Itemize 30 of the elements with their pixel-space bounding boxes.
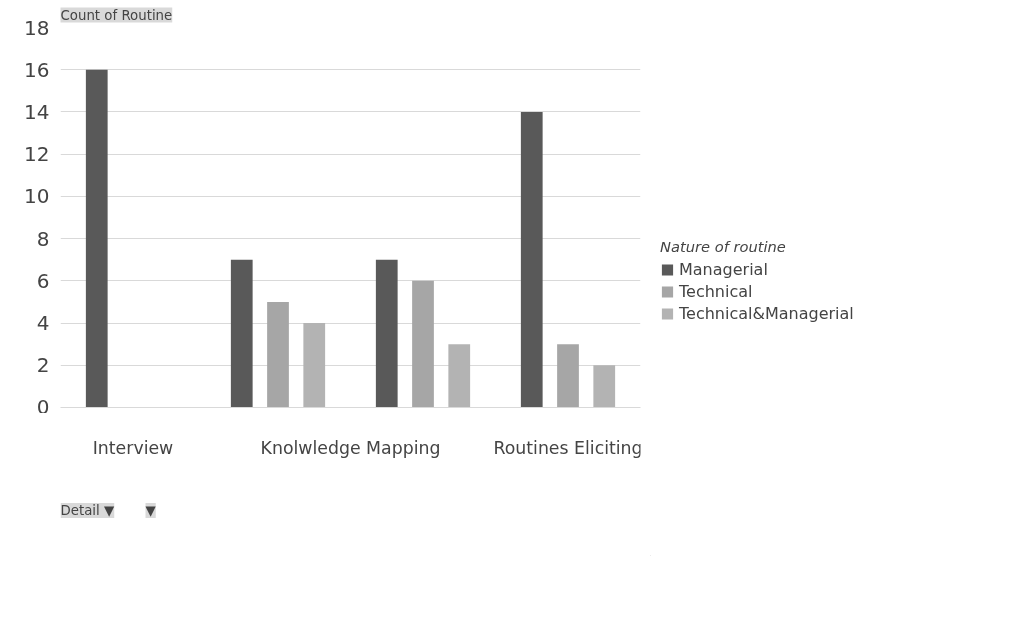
bar <box>230 259 253 408</box>
legend-label: Technical&Managerial <box>679 303 854 323</box>
bar <box>448 344 471 408</box>
y-axis-title: Count of Routine <box>60 7 173 23</box>
text: Routines Eliciting <box>493 437 643 458</box>
y-tick-label: 18 <box>24 15 50 40</box>
bar <box>375 259 398 408</box>
bar <box>557 344 579 408</box>
bar <box>267 301 289 408</box>
legend-label: Technical <box>679 281 753 301</box>
y-tick-label: 2 <box>36 353 50 378</box>
y-tick-label: 14 <box>24 99 50 124</box>
bar <box>303 323 326 408</box>
bar <box>520 111 543 408</box>
bar <box>85 69 108 408</box>
bar <box>412 280 434 408</box>
bar <box>593 365 616 408</box>
text: ▼ <box>145 503 157 518</box>
y-tick-label: 4 <box>36 311 50 336</box>
y-tick-label: 16 <box>24 57 50 82</box>
y-tick-label: 10 <box>24 184 50 209</box>
text: Knolwledge Mapping <box>260 437 441 458</box>
y-tick-label: 12 <box>24 142 50 167</box>
legend-title: Nature of routine <box>660 237 787 255</box>
y-tick-label: 8 <box>36 226 50 251</box>
y-tick-label: 6 <box>36 268 50 293</box>
legend-label: Managerial <box>679 259 768 279</box>
text: Interview <box>92 437 174 458</box>
y-tick-label: 0 <box>36 394 50 419</box>
text: Detail ▼ <box>60 503 115 518</box>
